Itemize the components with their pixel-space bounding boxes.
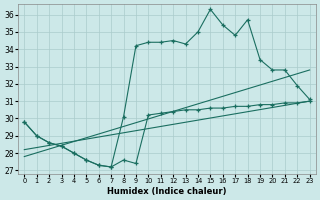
X-axis label: Humidex (Indice chaleur): Humidex (Indice chaleur) [107,187,227,196]
